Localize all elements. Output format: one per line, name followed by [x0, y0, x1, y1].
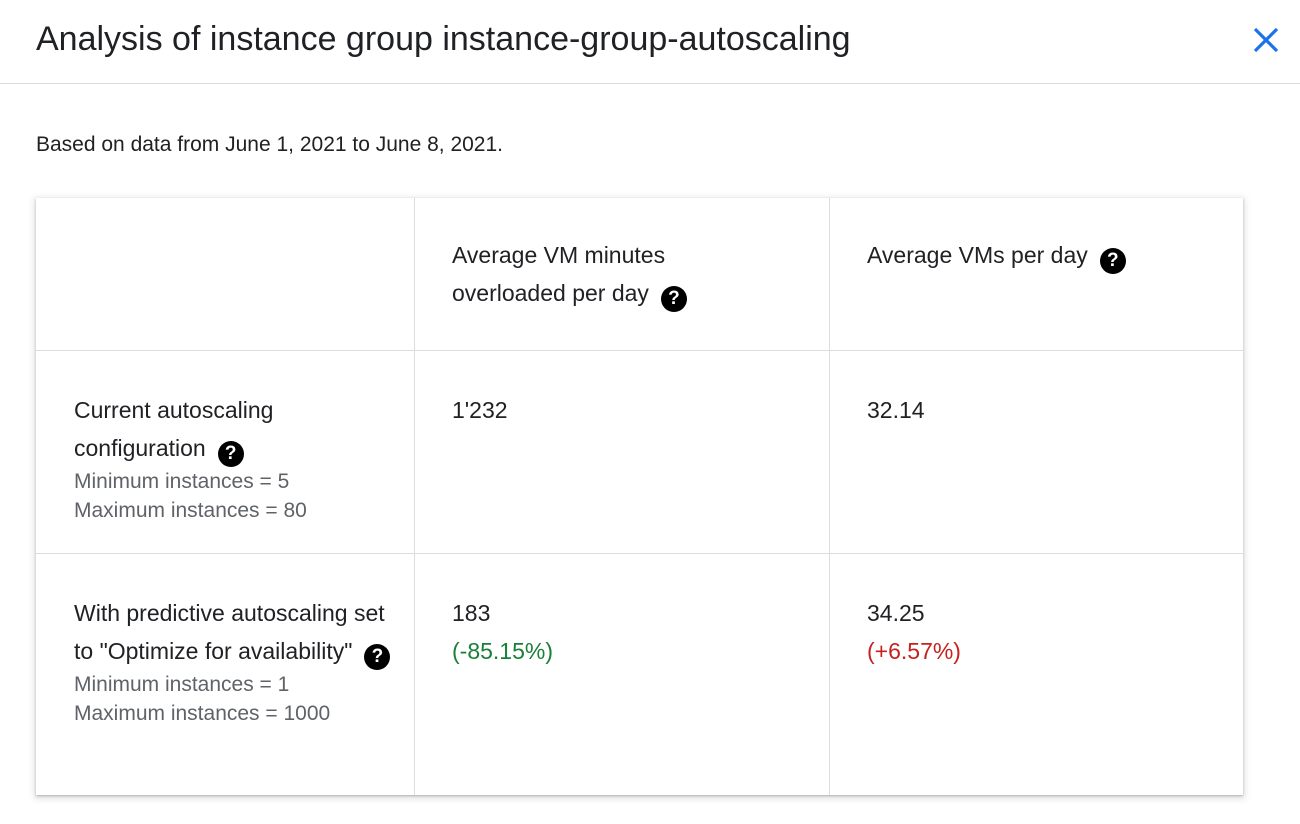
overloaded-minutes-cell: 183 (-85.15%) — [414, 554, 829, 795]
column-header-label: Average VM minutes overloaded per day — [452, 242, 666, 306]
vms-per-day-value: 32.14 — [867, 397, 925, 423]
date-range-text: Based on data from June 1, 2021 to June … — [36, 133, 504, 156]
table-row: With predictive autoscaling set to "Opti… — [36, 554, 1243, 795]
max-instances-text: Maximum instances = 1000 — [74, 702, 331, 725]
column-header-label: Average VMs per day — [867, 242, 1088, 268]
help-icon[interactable]: ? — [660, 286, 687, 312]
min-instances-text: Minimum instances = 5 — [74, 470, 290, 493]
header-cell-empty — [36, 198, 414, 350]
row-label-cell: Current autoscaling configuration? Minim… — [36, 351, 414, 553]
vms-per-day-value: 34.25 — [867, 600, 925, 626]
help-icon[interactable]: ? — [1099, 248, 1126, 274]
row-label-cell: With predictive autoscaling set to "Opti… — [36, 554, 414, 795]
header-cell-overloaded-minutes: Average VM minutes overloaded per day? — [414, 198, 829, 350]
overloaded-minutes-delta: (-85.15%) — [452, 638, 553, 664]
header-cell-vms-per-day: Average VMs per day? — [829, 198, 1243, 350]
row-label: With predictive autoscaling set to "Opti… — [74, 600, 385, 664]
overloaded-minutes-value: 1'232 — [452, 397, 508, 423]
close-button[interactable] — [1244, 18, 1288, 62]
help-icon[interactable]: ? — [217, 441, 244, 467]
overloaded-minutes-cell: 1'232 — [414, 351, 829, 553]
overloaded-minutes-value: 183 — [452, 600, 491, 626]
vms-per-day-cell: 32.14 — [829, 351, 1243, 553]
dialog-header: Analysis of instance group instance-grou… — [0, 0, 1300, 84]
vms-per-day-cell: 34.25 (+6.57%) — [829, 554, 1243, 795]
vms-per-day-delta: (+6.57%) — [867, 638, 961, 664]
close-icon — [1253, 27, 1279, 53]
table-header-row: Average VM minutes overloaded per day? A… — [36, 198, 1243, 351]
table-row: Current autoscaling configuration? Minim… — [36, 351, 1243, 554]
comparison-table: Average VM minutes overloaded per day? A… — [36, 198, 1243, 795]
help-icon[interactable]: ? — [364, 644, 391, 670]
row-label: Current autoscaling configuration — [74, 397, 274, 461]
dialog-title: Analysis of instance group instance-grou… — [36, 20, 851, 58]
min-instances-text: Minimum instances = 1 — [74, 673, 290, 696]
max-instances-text: Maximum instances = 80 — [74, 499, 307, 522]
